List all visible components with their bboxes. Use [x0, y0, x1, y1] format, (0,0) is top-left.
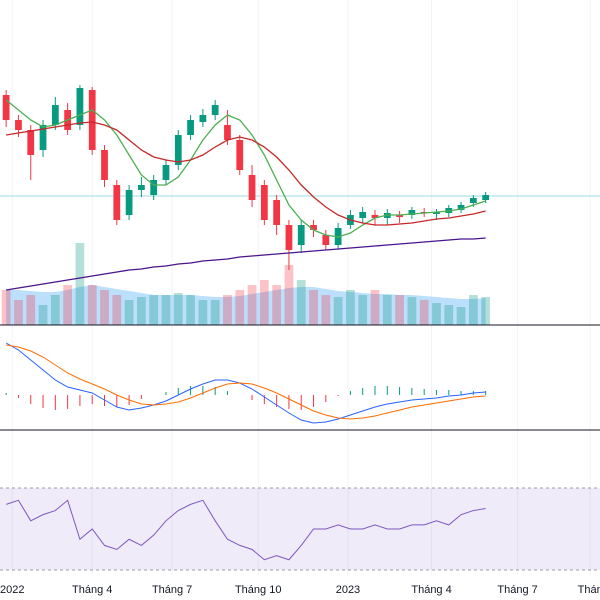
volume-bar	[370, 290, 380, 325]
volume-bar	[198, 300, 208, 325]
ma-line	[6, 121, 486, 226]
candle-body	[150, 180, 158, 195]
candle-body	[76, 88, 84, 125]
candle-body	[310, 225, 317, 230]
volume-bar	[432, 303, 441, 325]
candle-body	[51, 105, 59, 125]
volume-bar	[284, 265, 294, 325]
volume-bar	[87, 285, 97, 325]
rsi-band	[0, 488, 600, 570]
volume-bar	[186, 295, 195, 325]
volume-bar	[395, 295, 404, 325]
candle-body	[224, 125, 231, 140]
x-tick-label: Thán	[578, 584, 600, 596]
volume-bar	[63, 285, 73, 325]
volume-bar	[309, 290, 318, 325]
candle-body	[174, 135, 182, 165]
candle-body	[482, 195, 490, 200]
candle-body	[359, 212, 367, 218]
volume-bar	[235, 290, 245, 325]
volume-bar	[468, 295, 478, 325]
volume-bar	[333, 297, 343, 325]
volume-bar	[419, 300, 429, 325]
candle-body	[2, 95, 10, 120]
volume-bar	[38, 305, 48, 325]
candle-body	[260, 185, 268, 220]
candle-body	[199, 115, 207, 122]
volume-bar	[1, 290, 11, 325]
volume-bar	[124, 300, 134, 325]
volume-bar	[444, 305, 454, 325]
x-tick-label: Tháng 10	[235, 584, 281, 596]
volume-bar	[481, 297, 491, 325]
signal-line	[6, 344, 486, 420]
volume-bar	[161, 295, 171, 325]
volume-bar	[210, 300, 220, 325]
candle-body	[27, 130, 35, 155]
candle-body	[236, 140, 244, 170]
candle-body	[113, 185, 121, 220]
candle-body	[15, 120, 22, 130]
candle-body	[125, 190, 133, 215]
volume-bar	[296, 280, 306, 325]
volume-bar	[321, 295, 331, 325]
candle-body	[396, 215, 403, 217]
volume-bar	[358, 295, 368, 325]
ma-line	[5, 99, 486, 238]
candle-body	[469, 198, 477, 203]
candle-body	[433, 212, 440, 214]
x-tick-label: Tháng 4	[411, 584, 451, 596]
candle-body	[88, 90, 96, 150]
volume-bar	[173, 293, 183, 325]
volume-bar	[149, 295, 159, 325]
candle-body	[39, 125, 47, 150]
volume-bar	[259, 280, 269, 325]
candle-body	[457, 205, 465, 210]
candle-body	[138, 185, 145, 190]
candle-body	[187, 120, 194, 135]
candle-body	[248, 175, 256, 200]
volume-bar	[346, 290, 355, 325]
candle-body	[273, 200, 281, 225]
ma-line	[6, 237, 486, 291]
volume-bar	[100, 290, 109, 325]
candle-body	[297, 225, 305, 245]
volume-bar	[223, 295, 232, 325]
volume-ma-area	[6, 285, 486, 325]
candle-body	[285, 225, 293, 250]
volume-bar	[112, 295, 122, 325]
x-tick-label: Tháng 7	[497, 584, 537, 596]
volume-bar	[75, 243, 85, 325]
candle-body	[211, 105, 219, 115]
volume-bar	[382, 295, 392, 325]
volume-bar	[14, 300, 23, 325]
x-tick-label: Tháng 7	[152, 584, 192, 596]
volume-bar	[407, 297, 417, 325]
x-tick-label: 2023	[336, 584, 360, 596]
volume-bar	[456, 307, 466, 325]
macd-line	[5, 342, 486, 424]
x-tick-label: Tháng 4	[72, 584, 112, 596]
volume-bar	[247, 285, 257, 325]
candle-body	[162, 165, 170, 180]
candle-body	[101, 150, 108, 180]
volume-bar	[26, 295, 36, 325]
candle-body	[371, 215, 379, 218]
volume-bar	[137, 297, 146, 325]
volume-bar	[272, 285, 282, 325]
volume-bar	[50, 295, 60, 325]
candle-body	[322, 235, 330, 245]
candle-body	[408, 210, 416, 215]
x-tick-label: 2022	[0, 584, 24, 596]
rsi-line	[5, 499, 486, 561]
